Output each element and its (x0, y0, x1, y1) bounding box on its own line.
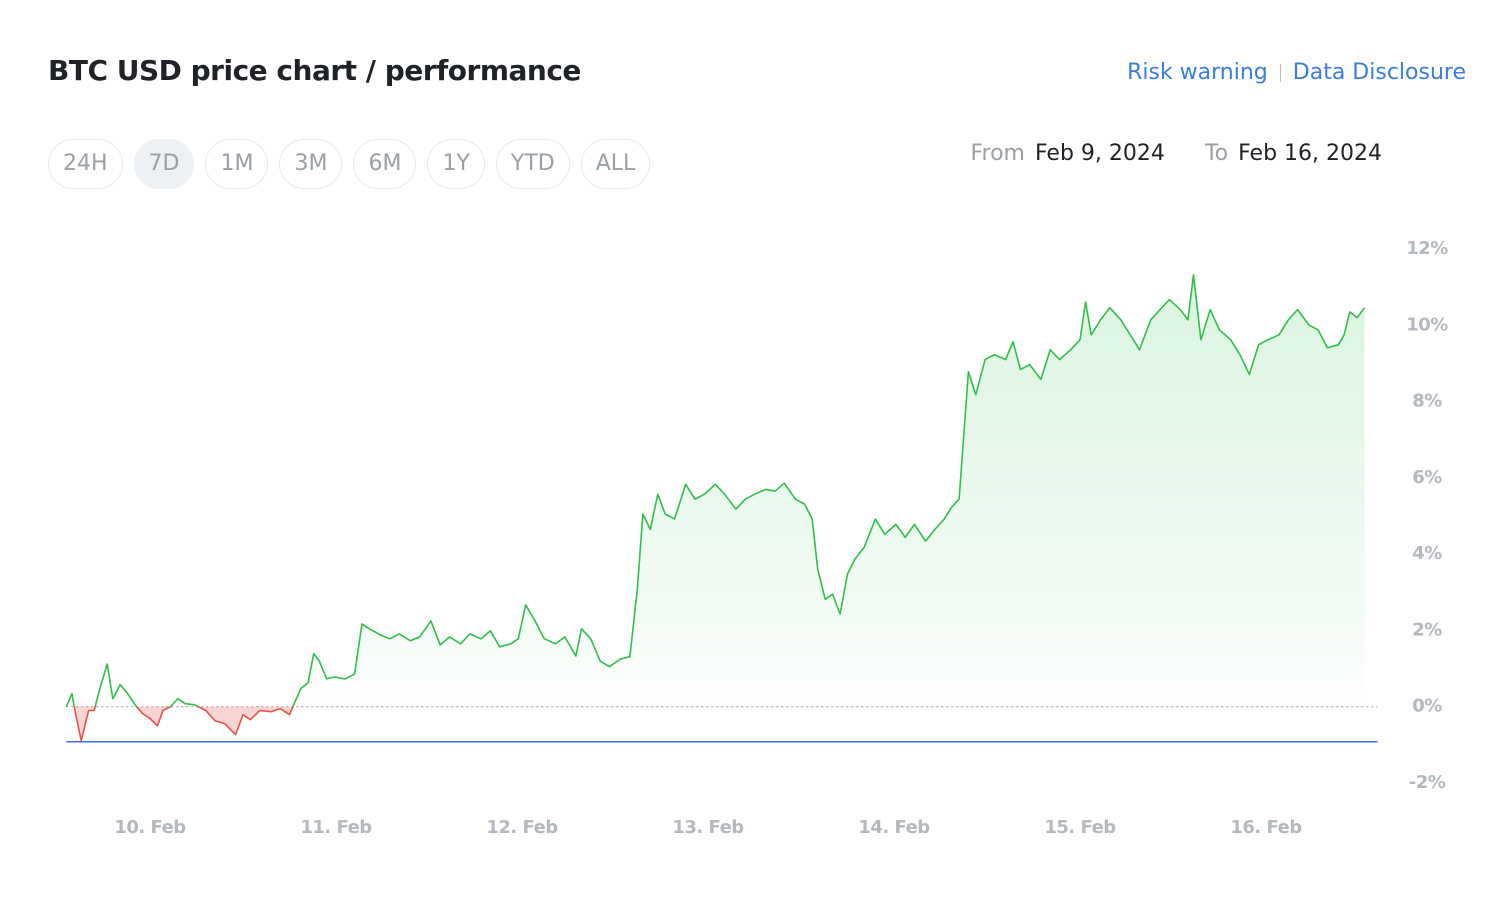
from-label: From (970, 141, 1025, 166)
y-tick-label: 12% (1406, 238, 1448, 259)
range-buttons: 24H 7D 1M 3M 6M 1Y YTD ALL (48, 139, 651, 189)
chart-title: BTC USD price chart / performance (48, 54, 581, 87)
y-tick-label: 4% (1412, 543, 1442, 564)
x-tick-label: 14. Feb (858, 817, 930, 838)
y-tick-label: 0% (1412, 696, 1442, 717)
range-button[interactable]: 1M (205, 139, 269, 189)
date-range: From Feb 9, 2024 To Feb 16, 2024 (970, 141, 1382, 166)
links: Risk warning Data Disclosure (1127, 60, 1466, 85)
range-button[interactable]: 3M (279, 139, 343, 189)
range-button[interactable]: ALL (580, 139, 651, 189)
x-tick-label: 13. Feb (672, 817, 744, 838)
area (66, 274, 1365, 741)
range-button[interactable]: 24H (48, 139, 123, 189)
range-button[interactable]: YTD (495, 139, 570, 189)
x-tick-label: 10. Feb (114, 817, 186, 838)
risk-link[interactable]: Risk warning (1127, 60, 1268, 85)
x-tick-label: 15. Feb (1044, 817, 1116, 838)
y-tick-label: 2% (1412, 619, 1442, 640)
x-tick-label: 16. Feb (1230, 817, 1302, 838)
range-button[interactable]: 6M (353, 139, 417, 189)
x-tick-label: 12. Feb (486, 817, 558, 838)
y-tick-label: 10% (1406, 314, 1448, 335)
price-line (65, 274, 1366, 742)
separator (1279, 63, 1281, 82)
disclosure-link[interactable]: Data Disclosure (1292, 60, 1466, 85)
range-button[interactable]: 1Y (427, 139, 485, 189)
to-date[interactable]: Feb 16, 2024 (1238, 141, 1382, 166)
y-tick-label: 8% (1412, 391, 1442, 412)
from-date[interactable]: Feb 9, 2024 (1034, 141, 1165, 166)
x-tick-label: 11. Feb (300, 817, 372, 838)
y-tick-label: -2% (1409, 772, 1446, 793)
range-button[interactable]: 7D (133, 139, 195, 189)
to-label: To (1204, 141, 1229, 166)
y-tick-label: 6% (1412, 467, 1442, 488)
